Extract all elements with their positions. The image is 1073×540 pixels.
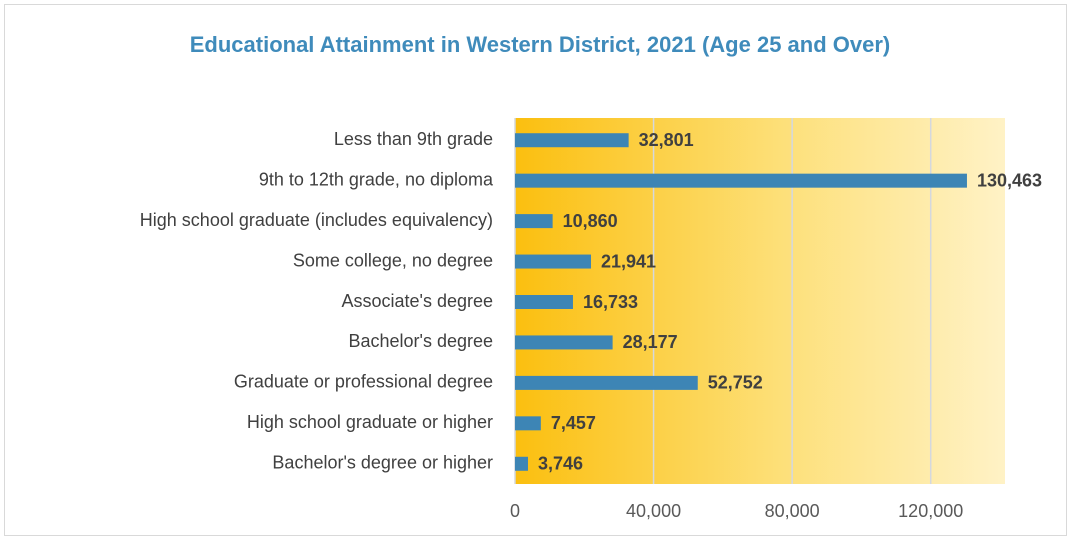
y-tick-label: Less than 9th grade xyxy=(334,129,493,149)
y-tick-label: Bachelor's degree or higher xyxy=(272,453,493,473)
y-tick-label: Graduate or professional degree xyxy=(234,372,493,392)
bar xyxy=(515,375,698,390)
bar xyxy=(515,214,553,229)
data-label: 10,860 xyxy=(563,211,618,231)
x-tick-label: 120,000 xyxy=(898,501,963,521)
data-label: 52,752 xyxy=(708,373,763,393)
y-tick-label: High school graduate or higher xyxy=(247,412,493,432)
x-tick-label: 0 xyxy=(510,501,520,521)
data-label: 16,733 xyxy=(583,292,638,312)
y-tick-label: Bachelor's degree xyxy=(348,331,493,351)
bar xyxy=(515,295,573,309)
x-tick-label: 80,000 xyxy=(765,501,820,521)
data-label: 32,801 xyxy=(639,130,694,150)
bar xyxy=(515,133,629,148)
y-tick-label: High school graduate (includes equivalen… xyxy=(140,210,493,230)
chart-title: Educational Attainment in Western Distri… xyxy=(189,32,891,57)
bar xyxy=(515,173,967,188)
data-label: 130,463 xyxy=(977,170,1042,190)
data-label: 7,457 xyxy=(551,413,596,433)
bar xyxy=(515,456,528,471)
bar xyxy=(515,416,541,431)
y-tick-label: Some college, no degree xyxy=(293,250,493,270)
y-tick-label: 9th to 12th grade, no diploma xyxy=(259,169,494,189)
bar xyxy=(515,335,613,350)
y-tick-label: Associate's degree xyxy=(341,291,493,311)
data-label: 28,177 xyxy=(623,332,678,352)
data-label: 3,746 xyxy=(538,454,583,474)
bar xyxy=(515,254,592,269)
data-label: 21,941 xyxy=(601,251,656,271)
chart-frame xyxy=(4,4,1067,536)
x-tick-label: 40,000 xyxy=(626,501,681,521)
